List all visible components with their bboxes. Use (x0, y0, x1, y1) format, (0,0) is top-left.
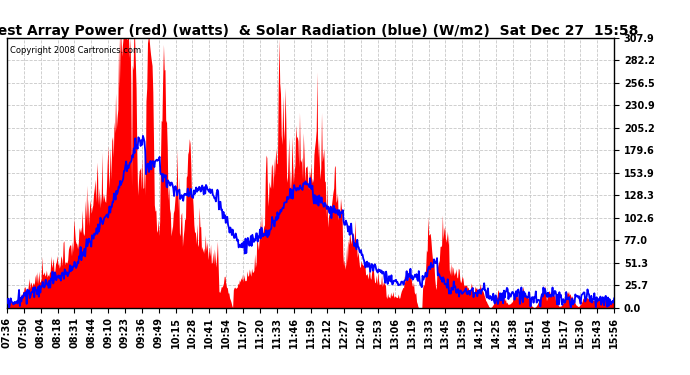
Title: West Array Power (red) (watts)  & Solar Radiation (blue) (W/m2)  Sat Dec 27  15:: West Array Power (red) (watts) & Solar R… (0, 24, 638, 38)
Text: Copyright 2008 Cartronics.com: Copyright 2008 Cartronics.com (10, 46, 141, 55)
